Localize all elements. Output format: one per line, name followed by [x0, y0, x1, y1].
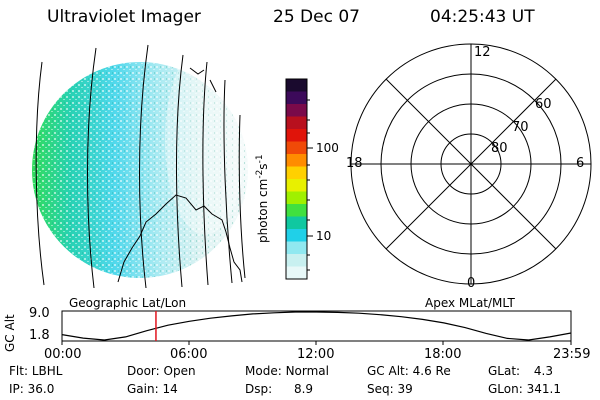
status-filter: Flt: LBHL: [9, 364, 63, 378]
colorbar-tick-100: 100: [316, 141, 339, 155]
polar-ring-80: 80: [491, 141, 508, 156]
colorbar-segment: [286, 254, 307, 267]
colorbar-segment: [286, 91, 307, 105]
timeline-right-label: Apex MLat/MLT: [425, 296, 515, 310]
xtick-1200: 12:00: [297, 347, 335, 362]
colorbar-segment: [286, 179, 307, 192]
polar-label-0: 0: [467, 276, 476, 291]
status-glon: GLon: 341.1: [488, 382, 561, 396]
colorbar-unit-label: photon cm-2s-1: [255, 154, 270, 243]
instrument-title: Ultraviolet Imager: [47, 7, 201, 27]
date-label: 25 Dec 07: [273, 7, 360, 27]
status-mode: Mode: Normal: [245, 364, 329, 378]
colorbar-segment: [286, 116, 307, 130]
polar-label-18: 18: [346, 156, 363, 171]
coastline-north: [189, 67, 217, 93]
polar-label-12: 12: [474, 45, 491, 60]
status-ip: IP: 36.0: [9, 382, 55, 396]
status-gc-alt: GC Alt: 4.6 Re: [367, 364, 451, 378]
colorbar-ticks: [307, 99, 313, 271]
status-glat: GLat: 4.3: [488, 364, 554, 378]
colorbar-segment: [286, 104, 307, 117]
colorbar-segment: [286, 266, 307, 280]
gc-alt-axis-title: GC Alt: [3, 314, 17, 352]
polar-ring-70: 70: [512, 120, 529, 135]
colorbar-segment: [286, 204, 307, 217]
colorbar-segment: [286, 79, 307, 92]
colorbar: [286, 79, 307, 280]
timeline-left-label: Geographic Lat/Lon: [69, 296, 187, 310]
colorbar-segment: [286, 216, 307, 230]
colorbar-segment: [286, 154, 307, 167]
xtick-0000: 00:00: [44, 347, 82, 362]
timeline-xticks: [61, 341, 572, 345]
colorbar-segment: [286, 166, 307, 180]
colorbar-segment: [286, 141, 307, 155]
colorbar-segment: [286, 191, 307, 205]
polar-ring-60: 60: [535, 97, 552, 112]
gc-alt-line: [61, 311, 572, 341]
colorbar-segment: [286, 129, 307, 142]
coastline: [117, 194, 243, 283]
ytick-bottom: 1.8: [29, 328, 50, 343]
colorbar-tick-10: 10: [316, 229, 332, 243]
status-gain: Gain: 14: [127, 382, 178, 396]
xtick-2359: 23:59: [553, 347, 591, 362]
xtick-1800: 18:00: [424, 347, 462, 362]
meridian-lines: [35, 44, 246, 289]
colorbar-segment: [286, 229, 307, 242]
polar-grid: [350, 43, 592, 285]
xtick-0600: 06:00: [170, 347, 208, 362]
colorbar-segment: [286, 241, 307, 255]
time-label: 04:25:43 UT: [430, 7, 535, 27]
ytick-top: 9.0: [29, 306, 50, 321]
status-seq: Seq: 39: [367, 382, 413, 396]
timeline-frame: [61, 310, 572, 342]
status-dsp: Dsp: 8.9: [245, 382, 314, 396]
polar-label-6: 6: [576, 156, 585, 171]
status-door: Door: Open: [127, 364, 196, 378]
colorbar-frame: [285, 78, 308, 280]
